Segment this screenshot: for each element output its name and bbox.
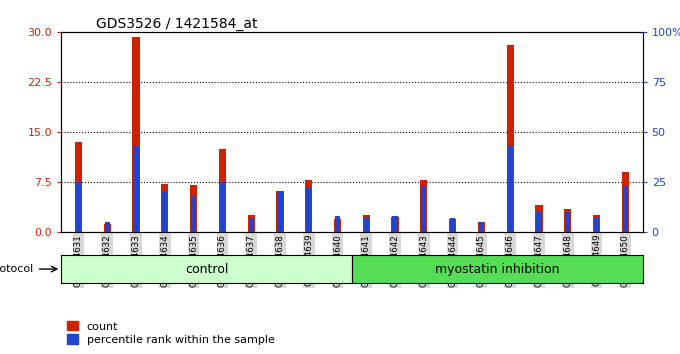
Bar [594,218,599,232]
Bar [449,218,456,232]
Bar [450,218,455,232]
Bar [305,180,312,232]
Text: GSM344636: GSM344636 [218,234,227,287]
Bar [392,216,398,232]
Bar [277,192,282,232]
Bar [249,218,254,232]
Bar [190,185,197,232]
Text: myostatin inhibition: myostatin inhibition [435,263,560,275]
Bar [76,182,81,232]
Bar [422,186,426,232]
Text: GSM344645: GSM344645 [477,234,486,287]
Text: GSM344637: GSM344637 [247,234,256,287]
Bar [565,212,571,232]
Bar [75,142,82,232]
Text: GSM344634: GSM344634 [160,234,169,287]
Text: GSM344633: GSM344633 [131,234,141,287]
Text: control: control [185,263,228,275]
Text: GSM344650: GSM344650 [621,234,630,287]
Bar [593,215,600,232]
Bar [507,45,514,232]
Bar [478,222,485,232]
Bar [161,184,169,232]
Text: GSM344649: GSM344649 [592,234,601,286]
Bar [479,222,484,232]
Text: GSM344640: GSM344640 [333,234,342,287]
Bar [622,172,629,232]
Bar [276,190,284,232]
Bar [364,218,369,232]
Bar [219,149,226,232]
Text: GSM344641: GSM344641 [362,234,371,287]
Bar [535,205,543,232]
Bar [420,180,428,232]
Bar [564,209,571,232]
Bar [133,146,139,232]
Bar [537,212,541,232]
Bar [191,196,197,232]
Bar [362,215,370,232]
Bar [335,216,340,232]
Bar [105,222,110,232]
Text: GSM344635: GSM344635 [189,234,198,287]
Text: GDS3526 / 1421584_at: GDS3526 / 1421584_at [96,17,258,31]
Text: GSM344642: GSM344642 [390,234,400,287]
Bar [103,224,111,232]
Text: GSM344643: GSM344643 [420,234,428,287]
Bar [507,146,513,232]
Bar [220,182,225,232]
Bar [392,217,398,232]
Text: GSM344647: GSM344647 [534,234,543,287]
Legend: count, percentile rank within the sample: count, percentile rank within the sample [67,321,275,345]
Text: GSM344638: GSM344638 [275,234,284,287]
Bar [133,37,139,232]
Text: GSM344639: GSM344639 [304,234,313,286]
Text: GSM344632: GSM344632 [103,234,112,287]
Bar [248,215,255,232]
Text: GSM344631: GSM344631 [74,234,83,287]
Text: protocol: protocol [0,264,34,274]
Bar [334,218,341,232]
Bar [623,186,628,232]
Text: GSM344644: GSM344644 [448,234,457,287]
Bar [163,192,167,232]
Text: GSM344648: GSM344648 [563,234,573,287]
Bar [306,188,311,232]
Text: GSM344646: GSM344646 [506,234,515,287]
